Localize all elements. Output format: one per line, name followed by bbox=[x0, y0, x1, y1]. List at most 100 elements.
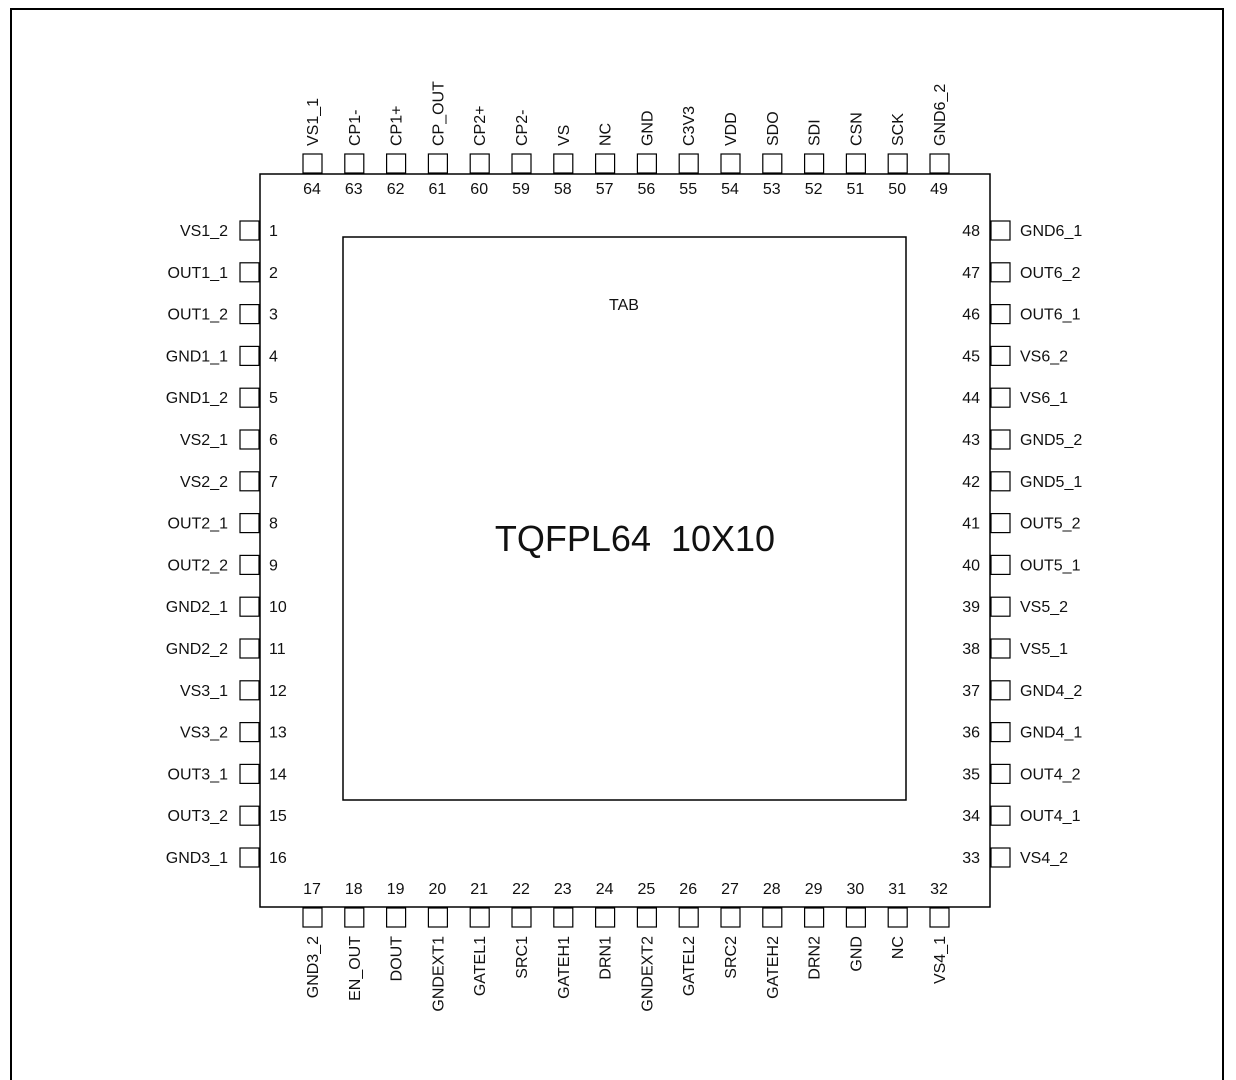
pin-1 bbox=[239, 220, 260, 241]
pin-number: 44 bbox=[962, 390, 980, 407]
pin-number: 27 bbox=[721, 881, 739, 898]
pin-42 bbox=[990, 471, 1011, 492]
pin-name: GATEH1 bbox=[556, 936, 573, 999]
pin-name: DRN1 bbox=[598, 936, 615, 980]
pin-name: GND bbox=[639, 110, 656, 146]
pin-name: VS3_2 bbox=[180, 725, 228, 742]
pin-number: 50 bbox=[888, 181, 906, 198]
pin-name: VS5_2 bbox=[1020, 599, 1068, 616]
pin-number: 24 bbox=[596, 881, 614, 898]
pin-name: C3V3 bbox=[681, 106, 698, 146]
pin-number: 30 bbox=[847, 881, 865, 898]
pin-number: 54 bbox=[721, 181, 739, 198]
pin-number: 35 bbox=[962, 766, 980, 783]
pin-name: GATEL1 bbox=[472, 936, 489, 996]
pin-number: 56 bbox=[638, 181, 656, 198]
pin-number: 52 bbox=[805, 181, 823, 198]
pin-51 bbox=[845, 153, 867, 174]
pin-name: VS4_1 bbox=[932, 936, 949, 984]
pin-20 bbox=[427, 907, 448, 928]
pin-number: 22 bbox=[512, 881, 530, 898]
pin-number: 63 bbox=[345, 181, 363, 198]
pin-59 bbox=[511, 153, 532, 174]
pin-number: 21 bbox=[470, 881, 488, 898]
pin-name: CP2+ bbox=[472, 106, 489, 146]
pin-number: 42 bbox=[962, 474, 980, 491]
pin-name: CP2- bbox=[514, 110, 531, 146]
pin-name: GNDEXT1 bbox=[430, 936, 447, 1012]
pin-name: GND2_2 bbox=[166, 641, 228, 658]
pin-number: 55 bbox=[679, 181, 697, 198]
pin-17 bbox=[302, 907, 323, 928]
pin-62 bbox=[386, 153, 407, 174]
pin-name: CP1+ bbox=[389, 106, 406, 146]
pin-number: 60 bbox=[470, 181, 488, 198]
pin-name: VS4_2 bbox=[1020, 850, 1068, 867]
pin-name: VS2_2 bbox=[180, 474, 228, 491]
pin-15 bbox=[239, 805, 260, 826]
pin-60 bbox=[469, 153, 490, 174]
pin-name: NC bbox=[890, 936, 907, 959]
pin-name: GND2_1 bbox=[166, 599, 228, 616]
pin-number: 33 bbox=[962, 850, 980, 867]
pin-name: OUT1_2 bbox=[168, 307, 229, 324]
pin-name: OUT5_1 bbox=[1020, 557, 1081, 574]
pin-name: GND1_1 bbox=[166, 348, 228, 365]
pin-number: 17 bbox=[303, 881, 321, 898]
pin-number: 51 bbox=[847, 181, 865, 198]
pin-number: 19 bbox=[387, 881, 405, 898]
pin-number: 9 bbox=[269, 557, 278, 574]
pin-49 bbox=[929, 153, 950, 174]
pin-name: OUT1_1 bbox=[168, 265, 229, 282]
pin-name: DRN2 bbox=[807, 936, 824, 980]
pin-number: 37 bbox=[962, 683, 980, 700]
pin-31 bbox=[887, 907, 908, 928]
pin-2 bbox=[239, 262, 260, 283]
pin-number: 15 bbox=[269, 808, 287, 825]
pin-number: 36 bbox=[962, 725, 980, 742]
pin-name: SDO bbox=[765, 111, 782, 146]
pin-29 bbox=[803, 907, 825, 928]
pin-number: 49 bbox=[930, 181, 948, 198]
pin-number: 4 bbox=[269, 348, 278, 365]
pin-number: 23 bbox=[554, 881, 572, 898]
pin-name: GND5_2 bbox=[1020, 432, 1082, 449]
pin-name: GND1_2 bbox=[166, 390, 228, 407]
pin-number: 10 bbox=[269, 599, 287, 616]
pin-47 bbox=[990, 262, 1011, 283]
pin-32 bbox=[929, 907, 950, 928]
pin-number: 13 bbox=[269, 725, 287, 742]
pin-number: 64 bbox=[303, 181, 321, 198]
pin-26 bbox=[678, 907, 699, 928]
pin-name: GATEH2 bbox=[765, 936, 782, 999]
pin-21 bbox=[469, 907, 490, 928]
pin-56 bbox=[636, 153, 658, 174]
pin-9 bbox=[239, 554, 260, 576]
pin-number: 32 bbox=[930, 881, 948, 898]
pin-name: OUT6_2 bbox=[1020, 265, 1081, 282]
pins-group: 1 VS1_2 2 OUT1_1 3 OUT1_2 4 GND1_1 5 GND1_2 6 VS2_1… bbox=[166, 81, 1083, 1012]
pin-12 bbox=[239, 680, 260, 701]
pin-43 bbox=[990, 429, 1011, 450]
pin-number: 6 bbox=[269, 432, 278, 449]
pin-number: 28 bbox=[763, 881, 781, 898]
pin-37 bbox=[990, 680, 1011, 701]
pin-3 bbox=[239, 304, 260, 325]
pin-33 bbox=[990, 847, 1011, 868]
pin-name: OUT4_1 bbox=[1020, 808, 1081, 825]
pin-55 bbox=[678, 153, 699, 174]
pin-25 bbox=[636, 907, 658, 928]
pin-16 bbox=[239, 847, 260, 868]
pin-52 bbox=[803, 153, 825, 174]
pin-name: GNDEXT2 bbox=[639, 936, 656, 1012]
pin-48 bbox=[990, 220, 1011, 241]
pin-name: OUT3_1 bbox=[168, 766, 229, 783]
pin-number: 40 bbox=[962, 557, 980, 574]
pin-name: GND4_1 bbox=[1020, 725, 1082, 742]
pin-name: SRC1 bbox=[514, 936, 531, 979]
pin-10 bbox=[239, 596, 260, 617]
pin-number: 18 bbox=[345, 881, 363, 898]
pin-28 bbox=[762, 907, 783, 928]
pin-name: OUT3_2 bbox=[168, 808, 229, 825]
pin-name: VS bbox=[556, 125, 573, 146]
